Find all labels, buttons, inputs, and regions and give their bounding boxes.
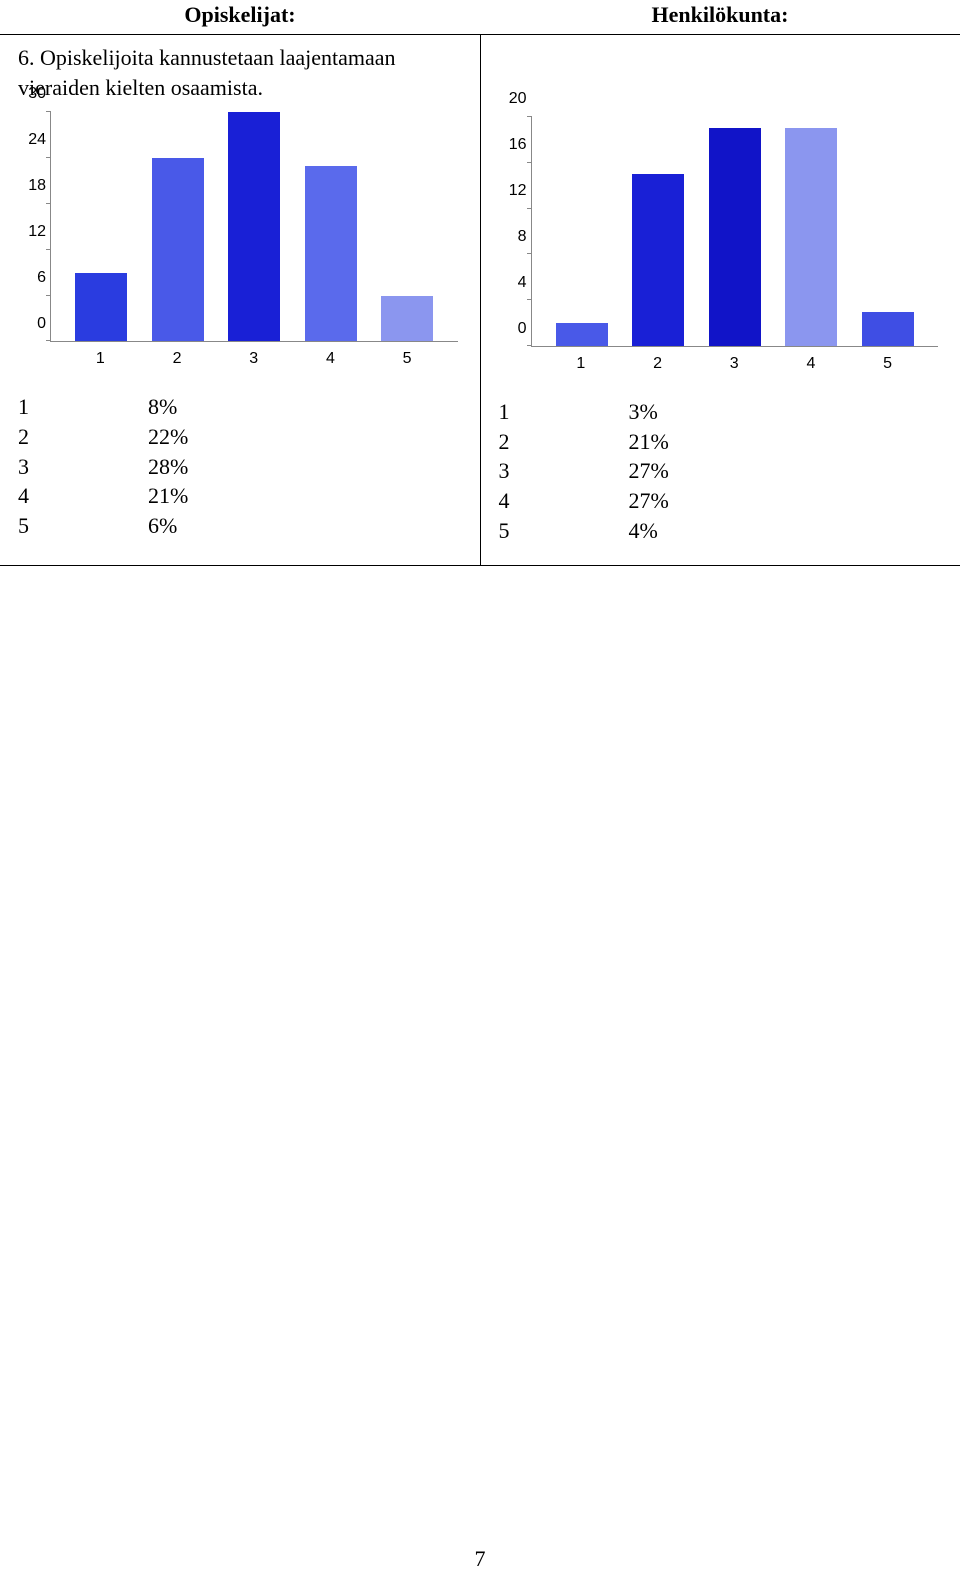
- chart-y-label: 24: [18, 131, 46, 149]
- chart-y-tick: [46, 203, 51, 204]
- stat-row: 222%: [18, 422, 462, 452]
- stat-key: 5: [18, 511, 148, 541]
- chart-right-plot: [531, 117, 939, 347]
- page: Opiskelijat: Henkilökunta: 6. Opiskelijo…: [0, 0, 960, 1572]
- stat-key: 1: [499, 397, 629, 427]
- chart-x-label: 3: [708, 351, 760, 377]
- chart-y-label: 30: [18, 85, 46, 103]
- panel-opiskelijat: 6. Opiskelijoita kannustetaan laajentama…: [0, 35, 481, 565]
- stat-row: 221%: [499, 427, 943, 457]
- chart-right: 048121620 12345: [499, 117, 943, 377]
- chart-x-label: 4: [785, 351, 837, 377]
- chart-bar: [75, 273, 127, 342]
- chart-bar: [709, 128, 761, 346]
- chart-y-tick: [527, 299, 532, 300]
- chart-y-label: 12: [18, 223, 46, 241]
- chart-y-label: 6: [18, 269, 46, 287]
- chart-x-label: 2: [632, 351, 684, 377]
- chart-y-tick: [527, 253, 532, 254]
- chart-x-label: 5: [862, 351, 914, 377]
- stat-key: 3: [499, 456, 629, 486]
- chart-left-inner: 0612182430 12345: [18, 112, 462, 372]
- chart-left: 0612182430 12345: [18, 112, 462, 372]
- chart-bar: [381, 296, 433, 342]
- question-text: 6. Opiskelijoita kannustetaan laajentama…: [18, 43, 462, 102]
- chart-x-label: 5: [381, 346, 433, 372]
- chart-x-label: 1: [74, 346, 126, 372]
- stat-key: 2: [18, 422, 148, 452]
- chart-y-tick: [46, 157, 51, 158]
- chart-y-label: 8: [499, 228, 527, 246]
- chart-left-bars: [51, 112, 458, 341]
- stats-right: 13%221%327%427%54%: [499, 397, 943, 545]
- stat-value: 4%: [629, 516, 658, 546]
- panel-henkilokunta: 048121620 12345 13%221%327%427%54%: [481, 35, 960, 565]
- chart-right-bars: [532, 117, 939, 346]
- chart-bar: [228, 112, 280, 341]
- chart-right-x-labels: 12345: [531, 351, 939, 377]
- chart-y-label: 0: [499, 320, 527, 338]
- stat-value: 22%: [148, 422, 188, 452]
- stat-key: 1: [18, 392, 148, 422]
- spacer: [499, 43, 943, 107]
- stat-row: 18%: [18, 392, 462, 422]
- chart-x-label: 2: [151, 346, 203, 372]
- chart-right-inner: 048121620 12345: [499, 117, 943, 377]
- stat-key: 2: [499, 427, 629, 457]
- chart-y-label: 18: [18, 177, 46, 195]
- stat-row: 421%: [18, 481, 462, 511]
- chart-y-tick: [46, 295, 51, 296]
- stat-value: 27%: [629, 486, 669, 516]
- chart-left-x-labels: 12345: [50, 346, 458, 372]
- chart-y-tick: [527, 345, 532, 346]
- chart-y-tick: [46, 249, 51, 250]
- header-left: Opiskelijat:: [0, 0, 480, 34]
- stat-key: 3: [18, 452, 148, 482]
- stat-key: 4: [18, 481, 148, 511]
- chart-left-plot: [50, 112, 458, 342]
- stat-value: 8%: [148, 392, 177, 422]
- chart-x-label: 1: [555, 351, 607, 377]
- stat-value: 28%: [148, 452, 188, 482]
- stat-row: 56%: [18, 511, 462, 541]
- chart-y-tick: [46, 340, 51, 341]
- stat-key: 4: [499, 486, 629, 516]
- chart-bar: [305, 166, 357, 342]
- stat-value: 27%: [629, 456, 669, 486]
- chart-x-label: 4: [304, 346, 356, 372]
- chart-bar: [632, 174, 684, 346]
- chart-y-label: 20: [499, 90, 527, 108]
- header-right: Henkilökunta:: [480, 0, 960, 34]
- stat-value: 3%: [629, 397, 658, 427]
- header-row: Opiskelijat: Henkilökunta:: [0, 0, 960, 34]
- chart-y-tick: [527, 116, 532, 117]
- stat-value: 21%: [629, 427, 669, 457]
- chart-y-label: 12: [499, 182, 527, 200]
- stat-value: 6%: [148, 511, 177, 541]
- page-number: 7: [0, 1546, 960, 1572]
- chart-y-tick: [46, 111, 51, 112]
- chart-x-label: 3: [228, 346, 280, 372]
- chart-bar: [862, 312, 914, 346]
- chart-y-tick: [527, 208, 532, 209]
- chart-y-tick: [527, 162, 532, 163]
- chart-right-y-labels: 048121620: [499, 117, 531, 347]
- stat-value: 21%: [148, 481, 188, 511]
- chart-y-label: 4: [499, 274, 527, 292]
- stats-left: 18%222%328%421%56%: [18, 392, 462, 540]
- stat-key: 5: [499, 516, 629, 546]
- stat-row: 328%: [18, 452, 462, 482]
- chart-y-label: 0: [18, 315, 46, 333]
- stat-row: 427%: [499, 486, 943, 516]
- chart-bar: [152, 158, 204, 341]
- chart-y-label: 16: [499, 136, 527, 154]
- stat-row: 327%: [499, 456, 943, 486]
- chart-left-y-labels: 0612182430: [18, 112, 50, 342]
- chart-bar: [785, 128, 837, 346]
- stat-row: 54%: [499, 516, 943, 546]
- chart-bar: [556, 323, 608, 346]
- content-row: 6. Opiskelijoita kannustetaan laajentama…: [0, 34, 960, 566]
- stat-row: 13%: [499, 397, 943, 427]
